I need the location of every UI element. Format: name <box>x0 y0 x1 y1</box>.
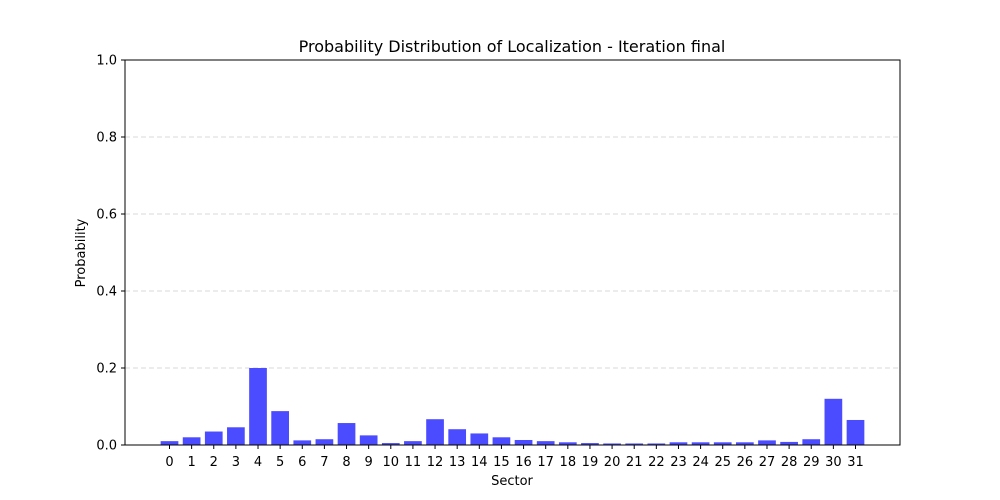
bar-sector-2 <box>204 431 223 445</box>
bar-sector-14 <box>470 433 489 445</box>
y-tick-label: 0.2 <box>96 362 117 377</box>
bar-sector-8 <box>337 423 356 445</box>
x-tick-label: 10 <box>383 455 400 470</box>
y-axis-ticks: 0.0 0.2 0.4 0.6 0.8 1.0 <box>96 54 125 454</box>
bars <box>160 368 865 445</box>
bar-sector-23 <box>669 442 688 445</box>
x-tick-label: 20 <box>604 455 621 470</box>
x-tick-label: 26 <box>737 455 754 470</box>
x-tick-label: 29 <box>803 455 820 470</box>
x-tick-label: 24 <box>692 455 709 470</box>
x-tick-label: 4 <box>254 455 262 470</box>
x-tick-label: 30 <box>825 455 842 470</box>
bar-sector-13 <box>448 429 467 445</box>
x-tick-label: 5 <box>276 455 284 470</box>
bar-sector-30 <box>824 398 843 445</box>
x-tick-label: 14 <box>471 455 488 470</box>
bar-sector-1 <box>182 437 201 445</box>
bar-sector-9 <box>359 435 378 445</box>
x-tick-label: 21 <box>626 455 643 470</box>
x-tick-label: 11 <box>405 455 422 470</box>
bar-sector-18 <box>558 442 577 445</box>
x-tick-label: 6 <box>298 455 306 470</box>
y-tick-label: 1.0 <box>96 54 117 69</box>
y-tick-label: 0.0 <box>96 439 117 454</box>
bar-sector-3 <box>227 427 245 445</box>
x-tick-label: 3 <box>232 455 240 470</box>
bar-sector-6 <box>293 440 312 445</box>
bar-sector-22 <box>647 443 666 445</box>
bar-sector-26 <box>736 442 754 445</box>
y-tick-label: 0.8 <box>96 131 117 146</box>
x-tick-label: 16 <box>515 455 532 470</box>
x-axis-label: Sector <box>491 474 533 489</box>
plot-area-frame <box>124 59 901 446</box>
x-tick-label: 27 <box>759 455 776 470</box>
x-tick-label: 13 <box>449 455 466 470</box>
y-tick-label: 0.4 <box>96 285 117 300</box>
bar-sector-25 <box>713 442 732 445</box>
x-tick-label: 12 <box>427 455 444 470</box>
x-tick-label: 19 <box>582 455 599 470</box>
bar-sector-0 <box>160 441 179 445</box>
x-tick-label: 15 <box>493 455 510 470</box>
y-axis-label: Probability <box>74 218 89 287</box>
bar-sector-29 <box>802 439 821 445</box>
bar-sector-5 <box>271 411 289 445</box>
bar-sector-27 <box>758 440 776 445</box>
bar-sector-15 <box>492 437 511 445</box>
bar-sector-20 <box>603 443 621 445</box>
bar-sector-19 <box>581 443 599 445</box>
x-tick-label: 31 <box>847 455 864 470</box>
grid-lines <box>125 136 900 369</box>
x-tick-label: 0 <box>165 455 173 470</box>
bar-sector-31 <box>846 419 865 445</box>
x-tick-label: 17 <box>537 455 554 470</box>
x-tick-label: 7 <box>320 455 328 470</box>
bar-sector-17 <box>536 441 555 445</box>
bar-sector-4 <box>249 368 267 445</box>
bar-sector-11 <box>404 441 422 445</box>
x-tick-label: 23 <box>670 455 687 470</box>
x-tick-label: 28 <box>781 455 798 470</box>
x-tick-label: 18 <box>560 455 577 470</box>
bar-sector-16 <box>514 439 533 445</box>
bar-sector-24 <box>691 442 710 445</box>
bar-sector-12 <box>426 419 444 445</box>
x-tick-label: 8 <box>342 455 350 470</box>
x-tick-label: 22 <box>648 455 665 470</box>
bar-sector-28 <box>780 441 798 445</box>
x-tick-label: 25 <box>714 455 731 470</box>
x-axis-ticks: 0 1 2 3 4 5 6 7 8 9 10 11 12 13 14 15 16 17 18 19 20 21 22 23 24… <box>165 445 864 470</box>
y-tick-label: 0.6 <box>96 208 117 223</box>
bar-sector-10 <box>381 443 400 445</box>
x-tick-label: 2 <box>210 455 218 470</box>
bar-sector-21 <box>625 443 644 445</box>
bar-sector-7 <box>315 439 334 445</box>
chart-title: Probability Distribution of Localization… <box>299 37 726 56</box>
x-tick-label: 1 <box>187 455 195 470</box>
x-tick-label: 9 <box>365 455 373 470</box>
